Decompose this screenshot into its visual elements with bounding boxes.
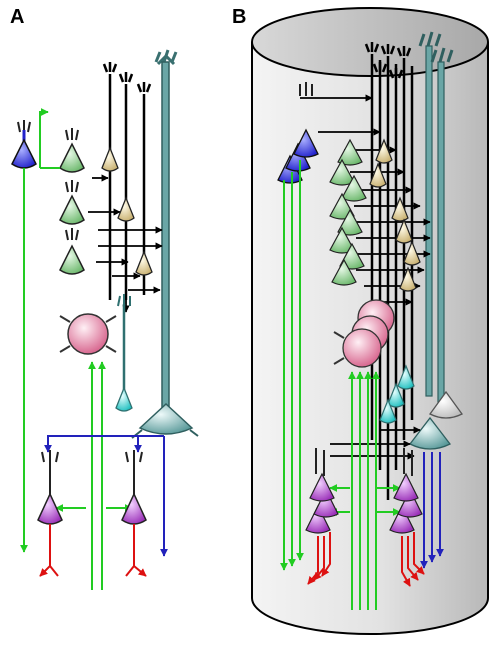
panel-b-purple-cells: [305, 448, 423, 534]
panel-a-label: A: [10, 6, 25, 28]
panel-a-green-paths: [20, 108, 133, 590]
panel-b-blue-paths: [420, 452, 444, 569]
panel-a-horizontal-links: [88, 174, 163, 313]
panel-b-red-outputs: [307, 532, 425, 587]
panel-b-label: B: [232, 6, 247, 28]
panel-a-blue-paths: [44, 435, 168, 557]
panel-b-tan-cells: [369, 138, 421, 292]
panel-b-cyan-cells: [379, 364, 415, 424]
tan-cell-1: [101, 146, 119, 172]
blue-interneuron: [11, 120, 37, 169]
tan-cell-2: [117, 196, 135, 222]
green-cell-3: [59, 228, 85, 275]
panel-b-pink-cells: [333, 299, 395, 368]
green-cell-1: [59, 128, 85, 173]
panel-b-axon-bundle: [364, 42, 414, 500]
panel-a: [11, 49, 199, 590]
purple-cell-right: [121, 450, 147, 577]
panel-b: [251, 7, 489, 635]
panel-b-green-paths: [280, 160, 401, 610]
panel-b-green-cells: [329, 138, 367, 286]
tan-cell-3: [135, 250, 153, 276]
pink-basket-cell: [59, 313, 117, 355]
cyan-cell: [115, 294, 133, 412]
teal-pyramidal-cell: [131, 49, 199, 439]
purple-cell-left: [37, 450, 63, 577]
green-cell-2: [59, 180, 85, 225]
